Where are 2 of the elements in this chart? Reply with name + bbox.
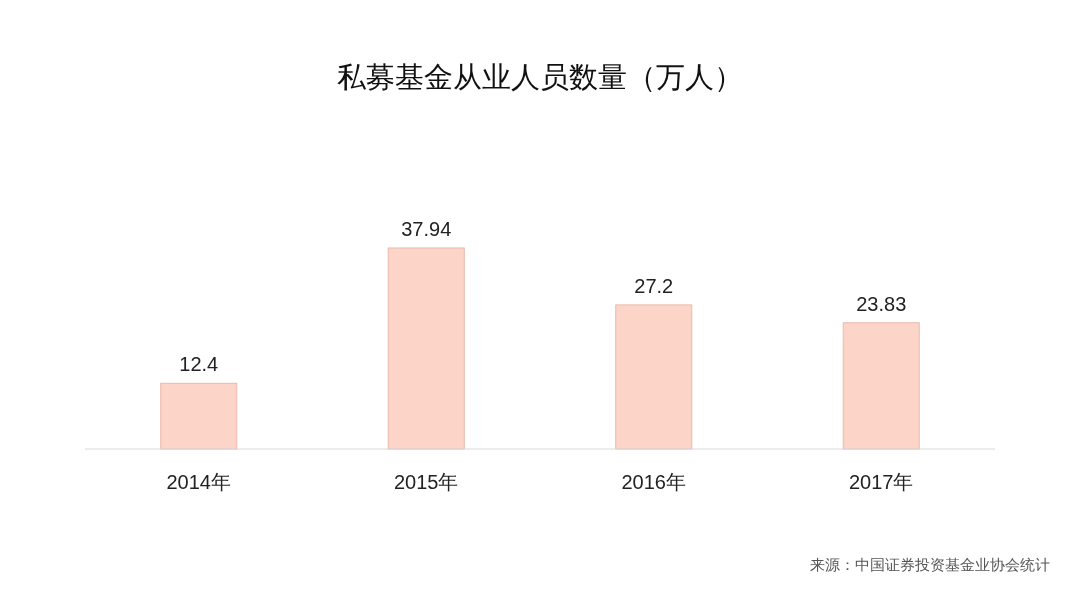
annotation: 来源：中国证券投资基金业协会统计: [810, 556, 1050, 573]
title: 私募基金从业人员数量（万人）: [337, 61, 743, 93]
